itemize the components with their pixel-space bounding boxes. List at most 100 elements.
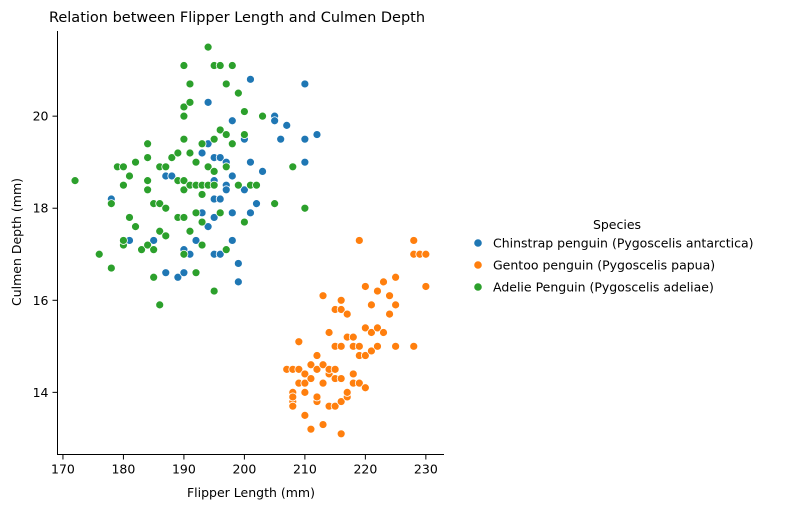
data-point-series-1-56 — [367, 328, 376, 337]
data-point-series-1-44 — [348, 369, 358, 379]
data-point-series-0-30 — [227, 116, 237, 126]
y-ticks: 14 16 18 20 — [33, 109, 58, 400]
data-point-series-1-37 — [336, 374, 346, 383]
data-point-series-1-10 — [300, 378, 310, 388]
data-point-series-2-61 — [209, 180, 219, 190]
data-point-series-2-79 — [258, 111, 267, 121]
data-point-series-2-38 — [179, 185, 189, 195]
data-point-series-0-46 — [276, 134, 286, 144]
data-point-series-2-66 — [221, 79, 231, 89]
x-tick-label-0: 170 — [51, 462, 75, 477]
data-point-series-2-44 — [185, 148, 195, 158]
data-point-series-0-10 — [191, 236, 201, 245]
data-point-series-2-54 — [197, 240, 207, 250]
legend-marker-1 — [473, 260, 483, 270]
data-point-series-0-35 — [233, 277, 243, 287]
data-point-series-2-26 — [161, 162, 171, 172]
data-point-series-0-8 — [179, 268, 189, 278]
data-point-series-1-38 — [336, 305, 346, 314]
data-point-series-2-25 — [155, 300, 165, 310]
data-point-series-1-58 — [367, 300, 376, 310]
legend-label-2: Adelie Penguin (Pygoscelis adeliae) — [493, 280, 714, 295]
data-point-series-1-23 — [318, 291, 328, 301]
data-point-series-0-24 — [215, 194, 225, 204]
data-point-series-0-19 — [209, 213, 219, 222]
x-tick-label-1: 180 — [111, 462, 135, 477]
data-point-series-0-48 — [300, 79, 310, 89]
data-point-series-1-65 — [385, 309, 394, 319]
data-point-series-1-66 — [391, 272, 401, 282]
data-point-series-1-68 — [391, 341, 401, 351]
data-point-series-2-46 — [191, 157, 201, 167]
data-point-series-2-35 — [179, 111, 189, 121]
data-point-series-1-33 — [336, 341, 346, 351]
data-point-series-0-31 — [227, 171, 237, 181]
data-point-series-2-30 — [173, 148, 183, 158]
x-tick-label-3: 200 — [232, 462, 256, 477]
data-point-series-2-82 — [300, 203, 310, 213]
data-point-series-2-33 — [179, 61, 189, 70]
data-point-series-2-3 — [106, 263, 116, 273]
data-point-series-1-54 — [360, 282, 370, 291]
data-point-series-2-45 — [185, 226, 195, 236]
axes — [57, 31, 444, 455]
data-point-series-0-11 — [197, 148, 207, 158]
data-point-series-2-74 — [239, 107, 249, 116]
data-point-series-2-60 — [209, 166, 219, 176]
data-point-series-1-15 — [306, 374, 316, 383]
data-point-series-0-33 — [227, 208, 237, 218]
legend: Species Chinstrap penguin (Pygoscelis an… — [473, 217, 754, 295]
data-point-series-1-6 — [294, 337, 304, 347]
data-point-series-0-15 — [203, 97, 213, 107]
data-point-series-1-5 — [288, 392, 298, 402]
data-point-series-2-59 — [209, 134, 219, 144]
data-point-series-2-71 — [227, 139, 237, 149]
data-point-series-1-59 — [373, 286, 382, 296]
data-point-series-1-73 — [421, 282, 431, 291]
data-point-series-2-51 — [197, 190, 207, 199]
data-point-series-0-51 — [312, 130, 322, 139]
data-point-series-2-12 — [131, 157, 140, 167]
data-point-series-1-55 — [360, 383, 370, 393]
data-point-series-2-37 — [179, 176, 189, 186]
data-point-series-2-0 — [70, 176, 80, 186]
data-point-series-1-11 — [300, 387, 310, 397]
data-point-series-2-64 — [215, 125, 225, 135]
data-point-series-2-48 — [191, 208, 201, 218]
data-point-series-1-16 — [312, 351, 322, 360]
data-point-series-2-42 — [185, 97, 195, 107]
data-point-series-2-40 — [179, 249, 189, 259]
legend-marker-0 — [473, 238, 483, 248]
data-point-series-0-6 — [173, 272, 183, 282]
y-axis-label: Culmen Depth (mm) — [9, 178, 24, 306]
data-point-series-2-41 — [185, 79, 195, 89]
data-point-series-0-4 — [161, 268, 171, 278]
data-point-series-2-53 — [197, 217, 207, 227]
data-point-series-2-13 — [137, 245, 146, 255]
data-point-series-1-71 — [409, 341, 419, 351]
data-point-series-1-40 — [342, 309, 352, 319]
data-point-series-1-21 — [318, 378, 328, 388]
data-point-series-1-45 — [348, 332, 358, 342]
data-point-series-2-63 — [215, 61, 225, 70]
data-point-series-1-49 — [354, 236, 364, 245]
y-tick-label-2: 18 — [33, 201, 49, 216]
y-tick-label-3: 20 — [33, 109, 49, 124]
data-point-series-1-12 — [300, 369, 310, 379]
data-point-series-2-2 — [106, 199, 116, 209]
data-point-series-2-28 — [161, 231, 171, 241]
data-point-series-2-18 — [143, 240, 153, 250]
data-point-series-2-76 — [239, 217, 249, 227]
data-point-series-0-43 — [258, 166, 267, 176]
data-point-series-2-17 — [143, 176, 153, 186]
data-point-series-2-70 — [227, 61, 237, 70]
data-point-series-0-37 — [239, 185, 249, 195]
data-point-series-0-42 — [252, 199, 261, 209]
data-point-series-2-56 — [203, 162, 213, 172]
data-point-series-2-73 — [233, 180, 243, 190]
data-point-series-0-25 — [215, 249, 225, 259]
data-point-series-2-9 — [125, 171, 134, 181]
data-point-series-2-39 — [179, 213, 189, 222]
data-point-series-2-23 — [155, 199, 165, 209]
